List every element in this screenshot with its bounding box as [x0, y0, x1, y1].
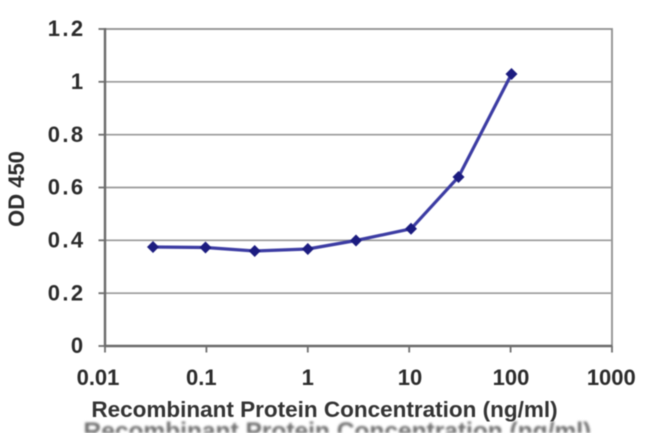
svg-text:0.4: 0.4	[48, 228, 86, 253]
svg-text:0: 0	[71, 333, 86, 358]
svg-text:0.8: 0.8	[48, 122, 86, 147]
svg-text:0.2: 0.2	[48, 280, 86, 305]
svg-text:0.1: 0.1	[186, 365, 217, 390]
svg-text:1: 1	[71, 69, 86, 94]
svg-text:1.2: 1.2	[48, 16, 86, 41]
svg-text:100: 100	[493, 365, 530, 390]
svg-text:1: 1	[302, 365, 314, 390]
svg-text:Recombinant Protein Concentrat: Recombinant Protein Concentration (ng/ml…	[84, 418, 592, 433]
svg-text:10: 10	[398, 365, 422, 390]
svg-text:OD 450: OD 450	[4, 151, 29, 227]
svg-text:0.01: 0.01	[77, 365, 120, 390]
svg-text:0.6: 0.6	[48, 175, 86, 200]
svg-text:Recombinant Protein Concentrat: Recombinant Protein Concentration (ng/ml…	[91, 397, 557, 422]
svg-text:1000: 1000	[587, 365, 636, 390]
